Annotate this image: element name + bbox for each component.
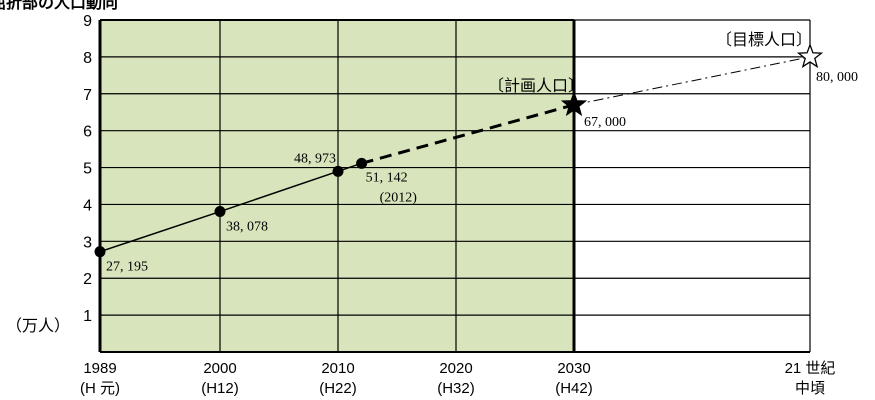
gridlines xyxy=(98,19,811,353)
x-tick-label: 2030 xyxy=(557,360,590,377)
data-label: 48, 973 xyxy=(294,151,336,166)
x-tick-label: 21 世紀 xyxy=(785,360,836,377)
y-tick-label: 9 xyxy=(83,13,92,30)
series-line xyxy=(573,56,811,106)
x-ticks: 1989 (H 元) 2000 (H12) 2010 (H22) 2020 (H32) 2030… xyxy=(80,360,835,397)
y-ticks: 1 2 3 4 5 6 7 8 9 xyxy=(83,13,92,325)
y-tick-label: 4 xyxy=(83,197,92,214)
data-point-marker xyxy=(214,206,226,218)
shaded-region xyxy=(100,20,574,352)
x-tick-era-label: (H32) xyxy=(437,380,475,397)
series-line xyxy=(99,162,362,253)
y-tick-label: 7 xyxy=(83,87,92,104)
data-label: 38, 078 xyxy=(226,220,268,235)
x-tick-era-label: 中頃 xyxy=(795,380,825,397)
data-label: 27, 195 xyxy=(106,260,148,275)
x-tick-era-label: (H 元) xyxy=(80,380,120,397)
y-tick-label: 6 xyxy=(83,124,92,141)
data-markers xyxy=(94,43,824,258)
target-population-annotation: 〔目標人口〕 xyxy=(716,30,812,49)
x-tick-label: 1989 xyxy=(83,360,116,377)
target-population-value: 80, 000 xyxy=(816,70,858,85)
data-label: 51, 142 xyxy=(366,170,408,185)
x-tick-era-label: (H12) xyxy=(201,380,239,397)
y-tick-label: 3 xyxy=(83,234,92,251)
planned-population-annotation: 〔計画人口〕 xyxy=(488,76,584,95)
data-labels: 27, 195 38, 078 48, 973 51, 142 (2012) 67, 00… xyxy=(106,30,858,275)
y-tick-label: 2 xyxy=(83,271,92,288)
x-tick-era-label: (H22) xyxy=(319,380,357,397)
target-population-star-marker xyxy=(796,43,824,69)
y-tick-label: 1 xyxy=(83,308,92,325)
data-point-marker xyxy=(94,246,106,258)
x-tick-era-label: (H42) xyxy=(555,380,593,397)
x-tick-label: 2010 xyxy=(321,360,354,377)
data-point-marker xyxy=(356,157,368,169)
data-sublabel: (2012) xyxy=(380,190,418,205)
series-lines xyxy=(99,56,811,253)
planned-population-value: 67, 000 xyxy=(584,115,626,130)
planned-population-star-marker xyxy=(560,90,588,117)
header-fragment: 屈折部の人口動向 xyxy=(0,0,118,12)
y-tick-label: 8 xyxy=(83,50,92,67)
x-tick-label: 2000 xyxy=(203,360,236,377)
y-tick-label: 5 xyxy=(83,161,92,178)
x-tick-label: 2020 xyxy=(439,360,472,377)
data-point-marker xyxy=(332,165,344,177)
y-unit-label: （万人） xyxy=(6,316,70,335)
